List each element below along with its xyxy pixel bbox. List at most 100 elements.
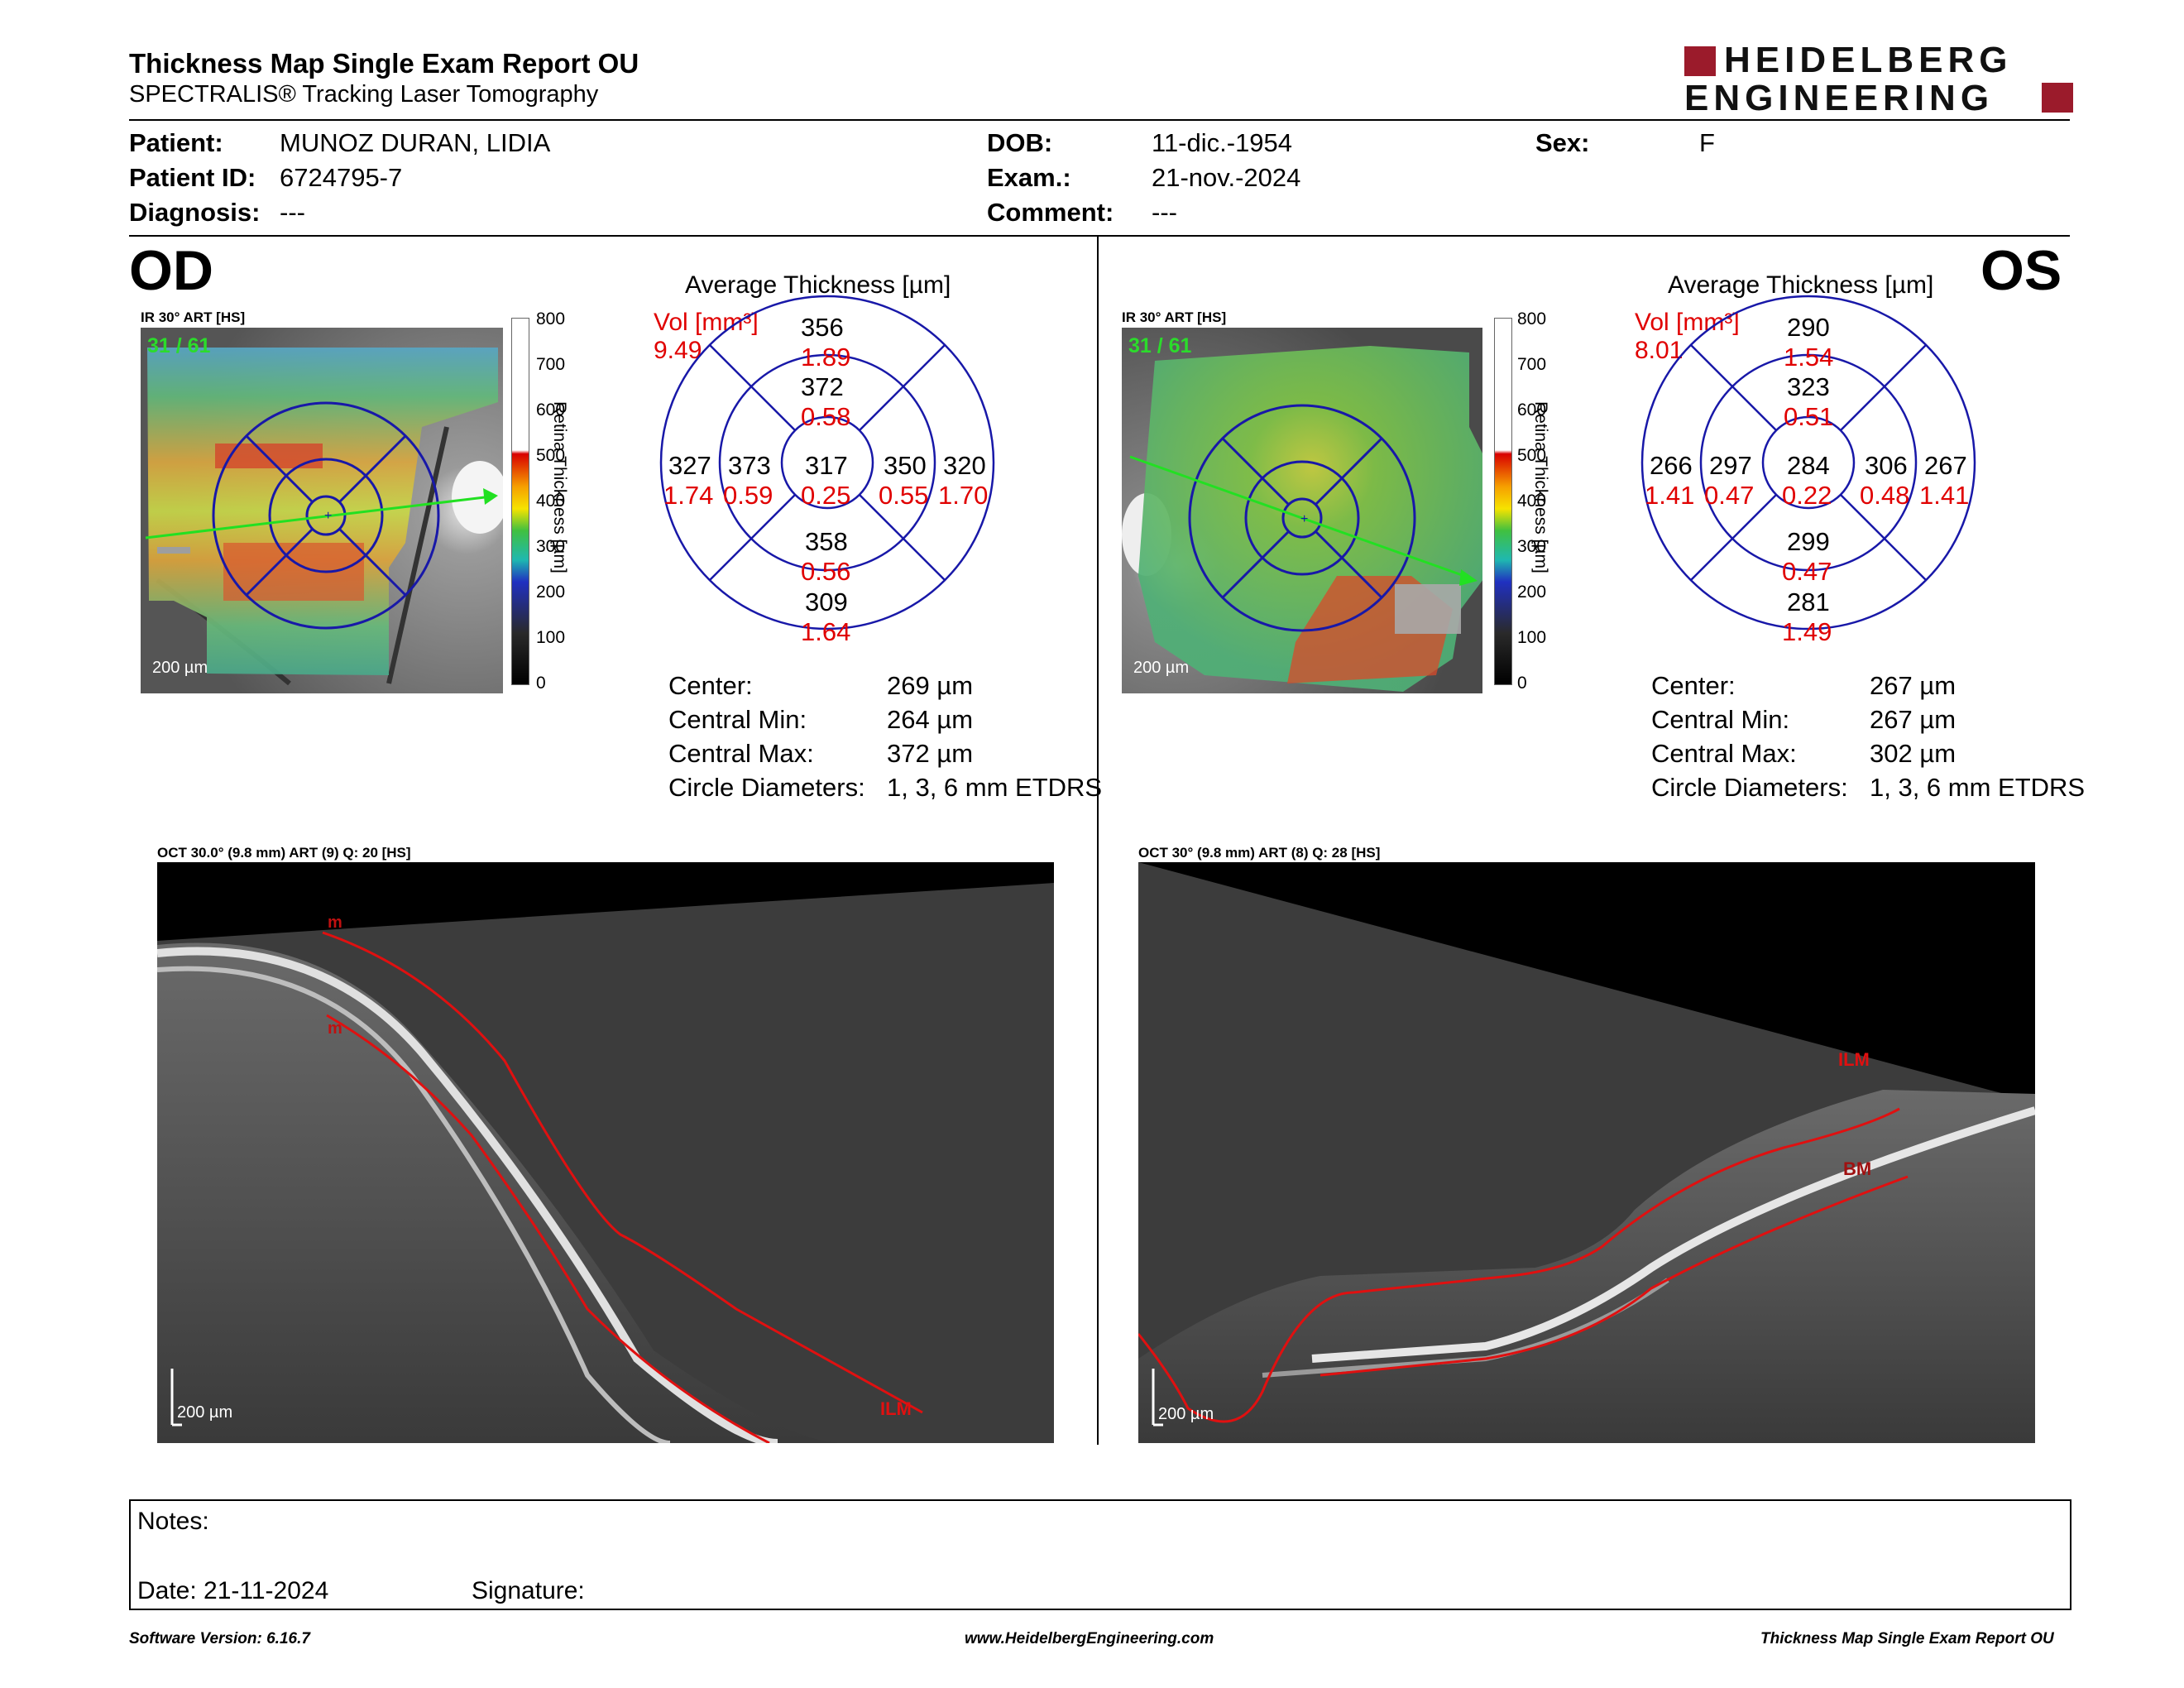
od-inner-superior-volume: 0.58 (801, 402, 851, 431)
exam-label: Exam.: (987, 163, 1071, 192)
patient-divider (129, 235, 2070, 237)
os-colorbar (1494, 318, 1512, 685)
os-ir-caption: IR 30° ART [HS] (1122, 309, 1227, 325)
tick-label: 700 (536, 355, 566, 374)
os-inner-inferior-volume: 0.47 (1782, 557, 1832, 586)
svg-text:+: + (324, 509, 332, 523)
patient-name: MUNOZ DURAN, LIDIA (280, 128, 551, 157)
os-center-label: Center: (1651, 671, 1736, 700)
os-oct-bm-label: BM (1843, 1158, 1872, 1179)
os-oct-caption: OCT 30° (9.8 mm) ART (8) Q: 28 [HS] (1138, 845, 1381, 861)
logo-line1: HEIDELBERG (1724, 40, 2013, 80)
diagnosis-value: --- (280, 198, 305, 227)
logo-line2: ENGINEERING (1684, 78, 1995, 118)
od-min-label: Central Min: (668, 705, 807, 734)
od-oct-layer-label: m (328, 914, 342, 932)
os-scale-label: 200 µm (1133, 659, 1190, 677)
patient-id: 6724795-7 (280, 163, 403, 192)
eye-label-os: OS (1980, 239, 2062, 302)
od-outer-inferior-volume: 1.64 (801, 617, 851, 646)
od-colorbar-ticks: 800 700 600 500 400 300 200 100 0 (536, 309, 577, 698)
header-divider (129, 119, 2070, 121)
os-inner-nasal-volume: 0.48 (1860, 481, 1910, 510)
website-link[interactable]: www.HeidelbergEngineering.com (965, 1630, 1214, 1647)
od-min-value: 264 µm (887, 705, 974, 734)
os-outer-inferior-thickness: 281 (1787, 587, 1830, 616)
tick-label: 100 (536, 628, 566, 647)
eye-divider (1097, 237, 1099, 1445)
od-inner-nasal-volume: 0.55 (879, 481, 929, 510)
os-outer-superior-thickness: 290 (1787, 313, 1830, 342)
tick-label: 100 (1517, 628, 1547, 647)
diagnosis-label: Diagnosis: (129, 198, 261, 227)
sex-label: Sex: (1535, 128, 1590, 157)
patient-id-label: Patient ID: (129, 163, 256, 192)
od-etdrs-grid (659, 295, 995, 631)
os-outer-temporal-thickness: 266 (1650, 451, 1693, 480)
tick-label: 500 (536, 446, 566, 465)
os-diam-value: 1, 3, 6 mm ETDRS (1870, 773, 2086, 802)
os-center-value: 267 µm (1870, 671, 1956, 700)
od-oct-layer-label: m (328, 1019, 342, 1038)
os-min-value: 267 µm (1870, 705, 1956, 734)
os-frame-counter: 31 / 61 (1128, 334, 1192, 357)
tick-label: 800 (1517, 309, 1547, 328)
od-vol-value: 9.49 (654, 337, 702, 364)
od-oct-scale-label: 200 µm (177, 1403, 233, 1422)
signature-label: Signature: (472, 1577, 585, 1604)
os-max-value: 302 µm (1870, 739, 1956, 768)
tick-label: 500 (1517, 446, 1547, 465)
dob-label: DOB: (987, 128, 1053, 157)
os-inner-temporal-thickness: 297 (1709, 451, 1752, 480)
tick-label: 0 (1517, 674, 1527, 693)
os-oct-ilm-label: ILM (1838, 1049, 1870, 1070)
os-diam-label: Circle Diameters: (1651, 773, 1848, 802)
comment-label: Comment: (987, 198, 1114, 227)
od-outer-superior-thickness: 356 (801, 313, 844, 342)
od-scale-label: 200 µm (152, 659, 208, 677)
report-title: Thickness Map Single Exam Report OU (129, 48, 639, 79)
od-center-thickness: 317 (805, 451, 848, 480)
os-colorbar-ticks: 800 700 600 500 400 300 200 100 0 (1517, 309, 1559, 698)
tick-label: 400 (536, 492, 566, 511)
sex-value: F (1699, 128, 1715, 157)
od-oct-bscan-image: m m ILM 200 µm (157, 862, 1054, 1443)
od-inner-nasal-thickness: 350 (884, 451, 927, 480)
svg-text:+: + (1300, 512, 1308, 526)
od-colorbar-title: Retina Thickness [µm] (550, 401, 569, 573)
tick-label: 600 (1517, 400, 1547, 420)
od-center-value: 269 µm (887, 671, 974, 700)
tick-label: 200 (1517, 583, 1547, 602)
od-diam-label: Circle Diameters: (668, 773, 865, 802)
os-center-thickness: 284 (1787, 451, 1830, 480)
od-outer-superior-volume: 1.89 (801, 343, 851, 372)
os-avg-title: Average Thickness [µm] (1668, 271, 1934, 299)
od-frame-counter: 31 / 61 (147, 334, 211, 357)
os-colorbar-title: Retina Thickness [µm] (1531, 401, 1550, 573)
od-outer-inferior-thickness: 309 (805, 587, 848, 616)
tick-label: 600 (536, 400, 566, 420)
report-subtitle: SPECTRALIS® Tracking Laser Tomography (129, 81, 599, 108)
os-inner-superior-volume: 0.51 (1784, 402, 1834, 431)
notes-box[interactable]: Notes: Date: 21-11-2024 Signature: (129, 1499, 2071, 1610)
tick-label: 200 (536, 583, 566, 602)
notes-date: Date: 21-11-2024 (137, 1577, 329, 1604)
os-min-label: Central Min: (1651, 705, 1790, 734)
footer-report-name: Thickness Map Single Exam Report OU (1760, 1630, 2054, 1647)
od-inner-inferior-volume: 0.56 (801, 557, 851, 586)
tick-label: 300 (1517, 537, 1547, 556)
comment-value: --- (1152, 198, 1177, 227)
od-inner-superior-thickness: 372 (801, 372, 844, 401)
os-oct-scale-label: 200 µm (1158, 1405, 1214, 1423)
tick-label: 700 (1517, 355, 1547, 374)
od-oct-caption: OCT 30.0° (9.8 mm) ART (9) Q: 20 [HS] (157, 845, 411, 861)
software-version: Software Version: 6.16.7 (129, 1630, 310, 1647)
logo-square-icon (1684, 46, 1716, 76)
tick-label: 800 (536, 309, 566, 328)
od-center-volume: 0.25 (801, 481, 851, 510)
os-outer-nasal-thickness: 267 (1924, 451, 1967, 480)
os-max-label: Central Max: (1651, 739, 1797, 768)
od-oct-ilm-label: ILM (880, 1398, 912, 1419)
patient-label: Patient: (129, 128, 223, 157)
os-inner-superior-thickness: 323 (1787, 372, 1830, 401)
